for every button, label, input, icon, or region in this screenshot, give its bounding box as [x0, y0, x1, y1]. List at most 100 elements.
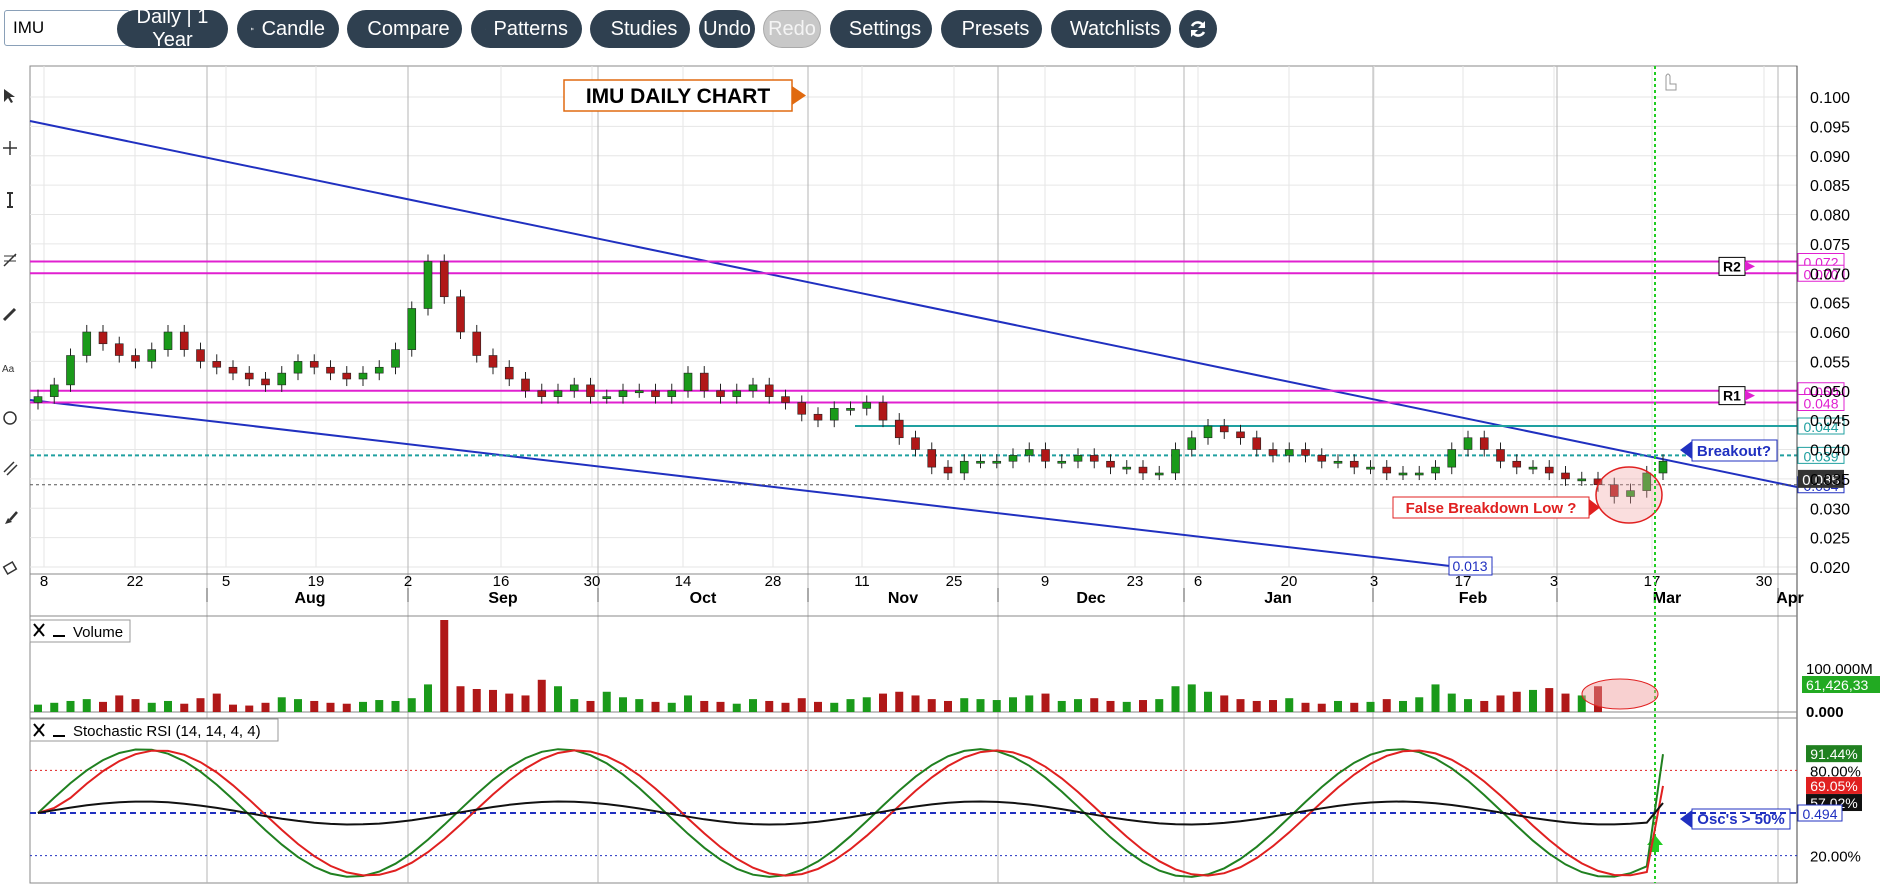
- redo-button[interactable]: Redo: [763, 10, 821, 48]
- cursor-icon[interactable]: [2, 88, 18, 104]
- y-tick-label: 0.070: [1810, 266, 1850, 283]
- candle-body: [1057, 460, 1067, 464]
- volume-bar: [294, 699, 302, 712]
- volume-bar: [180, 703, 189, 712]
- candle-body: [1544, 466, 1554, 474]
- osc-series-line: [37, 749, 1664, 877]
- watchlists-button[interactable]: Watchlists: [1051, 10, 1171, 48]
- x-day-label: 6: [1194, 573, 1202, 590]
- candle-body: [1024, 449, 1034, 456]
- x-day-label: 11: [854, 573, 870, 590]
- candle-body: [1106, 460, 1115, 468]
- volume-highlight: [1581, 678, 1659, 710]
- candle-body: [212, 361, 222, 368]
- presets-button[interactable]: Presets: [941, 10, 1042, 48]
- x-day-label: 2: [404, 573, 412, 590]
- osc-last-tag: [1806, 776, 1862, 794]
- settings-button[interactable]: Settings: [830, 10, 932, 48]
- candle-body: [732, 390, 742, 397]
- volume-bar: [1025, 695, 1034, 712]
- candle-body: [1268, 449, 1278, 456]
- candle-button[interactable]: Candle: [237, 10, 339, 48]
- volume-bar: [1122, 701, 1131, 712]
- candle-body: [374, 366, 384, 374]
- text-icon[interactable]: Aa: [2, 360, 18, 376]
- last-price-value: 0.035: [1802, 472, 1840, 489]
- candle-body: [1658, 460, 1668, 474]
- price-axis: 0.100 0.095 0.090 0.085 0.080 0.075 0.070 0.065…: [1796, 66, 1850, 883]
- volume-bar: [521, 695, 530, 712]
- y-tick-label: 0.065: [1810, 296, 1850, 313]
- candle-body: [797, 402, 807, 415]
- crosshair-icon[interactable]: [2, 140, 18, 156]
- volume-bar: [1480, 700, 1489, 712]
- symbol-input[interactable]: [4, 10, 130, 46]
- volume-bar: [1041, 693, 1050, 712]
- period-label: Daily | 1 Year: [136, 6, 209, 51]
- y-tick-label: 0.045: [1810, 413, 1850, 430]
- candle-body: [114, 343, 124, 356]
- volume-bar: [651, 701, 660, 712]
- undo-button[interactable]: Undo: [699, 10, 755, 48]
- volume-bar: [407, 698, 416, 712]
- x-day-label: 25: [946, 573, 963, 590]
- candle-body: [309, 361, 319, 368]
- candlestick-icon: [251, 27, 254, 31]
- level-tag: [1797, 417, 1845, 435]
- period-button[interactable]: Daily | 1 Year: [117, 6, 228, 51]
- volume-bar: [1074, 699, 1082, 712]
- compare-button[interactable]: Compare: [347, 10, 462, 48]
- eraser-icon[interactable]: [2, 560, 18, 576]
- volume-bar: [1382, 699, 1391, 712]
- volume-bar: [1529, 689, 1537, 712]
- vertical-line-icon[interactable]: [2, 192, 18, 208]
- candle-body: [244, 372, 254, 380]
- volume-bar: [911, 695, 920, 712]
- candle-body: [147, 349, 157, 362]
- date-axis: 8 22 5 19 2 16 30 14 28 11 25 9 23 6 20 3 17 3 17 30 Aug Sep O…: [30, 573, 1804, 607]
- x-month-label: Feb: [1459, 590, 1488, 607]
- y-tick-label: 0.080: [1810, 208, 1850, 225]
- refresh-button[interactable]: [1179, 10, 1217, 48]
- x-month-label: Apr: [1776, 590, 1804, 607]
- osc-title: Stochastic RSI (14, 14, 4, 4): [73, 723, 261, 740]
- studies-button[interactable]: Studies: [590, 10, 690, 48]
- volume-bar: [1187, 684, 1196, 712]
- candle-body: [1414, 472, 1424, 476]
- scroll-hand-icon[interactable]: [1665, 73, 1677, 91]
- candle-body: [277, 372, 287, 386]
- svg-text:Aa: Aa: [2, 364, 15, 375]
- channel-icon[interactable]: [2, 460, 18, 476]
- volume-bar: [781, 702, 790, 712]
- candle-body: [1382, 466, 1392, 474]
- volume-bar: [1464, 699, 1472, 712]
- close-icon[interactable]: [33, 723, 45, 737]
- volume-bar: [1220, 695, 1229, 712]
- candle-body: [781, 396, 790, 403]
- candle-body: [504, 366, 514, 380]
- close-icon[interactable]: [31, 621, 47, 639]
- volume-bar: [1204, 691, 1212, 712]
- level-tag: [1797, 446, 1845, 464]
- false-breakdown-annotation: False Breakdown Low ?: [1392, 466, 1663, 524]
- volume-bar: [489, 689, 497, 712]
- candle-body: [602, 396, 612, 399]
- volume-bar: [1139, 700, 1147, 712]
- volume-bar: [82, 699, 91, 712]
- stock-chart[interactable]: 0.0720.070R20.0500.048R10.0440.0390.0340…: [0, 58, 1882, 894]
- candle-body: [1561, 472, 1570, 480]
- candle-body: [1431, 466, 1440, 474]
- candle-body: [1187, 437, 1197, 450]
- volume-bar: [1496, 695, 1505, 712]
- brush-icon[interactable]: [2, 510, 18, 526]
- candle-body: [1512, 460, 1522, 468]
- patterns-button[interactable]: Patterns: [471, 10, 582, 48]
- y-tick-label: 0.030: [1810, 501, 1850, 518]
- candle-body: [33, 396, 43, 403]
- circle-icon[interactable]: [2, 410, 18, 426]
- pencil-icon[interactable]: [2, 306, 18, 322]
- fibonacci-icon[interactable]: [2, 252, 18, 268]
- volume-bar: [684, 695, 692, 712]
- level-value: 0.070: [1803, 266, 1838, 282]
- candle-body: [764, 384, 774, 397]
